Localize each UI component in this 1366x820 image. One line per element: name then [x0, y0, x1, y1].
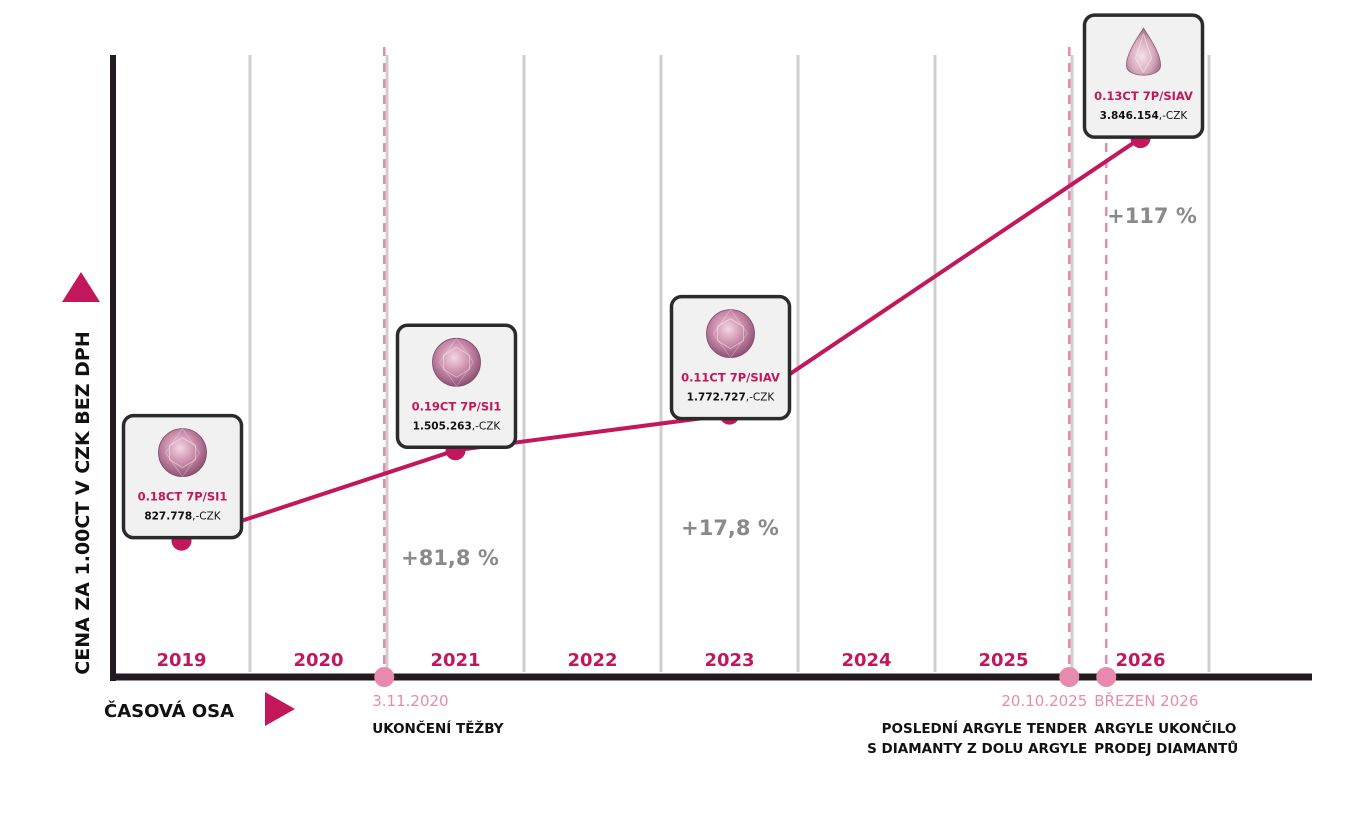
price-amount: 3.846.154: [1100, 110, 1159, 122]
pear-diamond-icon: [1126, 27, 1161, 76]
price-card: 0.13CT 7P/SIAV 3.846.154,-CZK: [1082, 13, 1205, 139]
year-label: 2026: [1115, 650, 1165, 671]
event-description: POSLEDNÍ ARGYLE TENDER: [882, 720, 1088, 737]
price-card: 0.18CT 7P/SI1 827.778,-CZK: [121, 413, 244, 540]
card-grade: 0.18CT 7P/SI1: [138, 490, 228, 504]
year-label: 2025: [978, 650, 1028, 671]
price-currency: ,-CZK: [192, 511, 222, 523]
diamond-facet: [717, 318, 744, 350]
card-price: 3.846.154,-CZK: [1100, 110, 1189, 122]
price-card: 0.11CT 7P/SIAV 1.772.727,-CZK: [669, 294, 792, 421]
year-label: 2021: [430, 650, 480, 671]
year-label: 2024: [841, 650, 891, 671]
card-grade: 0.13CT 7P/SIAV: [1094, 89, 1193, 103]
card-frame: [1082, 13, 1205, 139]
event-date: BŘEZEN 2026: [1094, 691, 1198, 710]
year-label: 2019: [156, 650, 206, 671]
card-grade: 0.11CT 7P/SIAV: [681, 371, 780, 385]
percent-change-label: +81,8 %: [401, 546, 499, 570]
year-label: 2022: [567, 650, 617, 671]
round-diamond-icon: [432, 337, 481, 387]
diamond-facet: [713, 309, 748, 359]
event-description: PRODEJ DIAMANTŮ: [1094, 739, 1238, 757]
diamond-facet: [443, 346, 470, 378]
year-label: 2020: [293, 650, 343, 671]
event-description: UKONČENÍ TĚŽBY: [372, 719, 504, 737]
event-marker: [374, 667, 395, 687]
round-diamond-icon: [158, 428, 207, 478]
card-grade: 0.19CT 7P/SI1: [412, 399, 502, 413]
diamond-facet: [1135, 32, 1152, 73]
y-axis-arrow-icon: [62, 272, 100, 302]
event-description: ARGYLE UKONČILO: [1094, 719, 1236, 737]
price-currency: ,-CZK: [472, 420, 502, 432]
card-price: 827.778,-CZK: [144, 511, 221, 523]
y-axis-label: CENA ZA 1.00CT V CZK BEZ DPH: [72, 331, 94, 674]
grid-lines: [248, 55, 1211, 672]
event-marker: [1096, 667, 1117, 687]
price-amount: 1.505.263: [413, 420, 472, 432]
x-axis-arrow-icon: [265, 692, 295, 726]
event-marker: [1059, 667, 1080, 687]
x-axis-label: ČASOVÁ OSA: [104, 700, 234, 722]
price-amount: 1.772.727: [687, 392, 746, 404]
price-line: [180, 136, 1142, 543]
price-currency: ,-CZK: [746, 392, 776, 404]
card-price: 1.505.263,-CZK: [413, 420, 502, 432]
event-lines: [383, 47, 1108, 672]
card-price: 1.772.727,-CZK: [687, 392, 776, 404]
event-date: 3.11.2020: [372, 692, 448, 710]
percent-change-label: +117 %: [1107, 204, 1197, 228]
year-label: 2023: [704, 650, 754, 671]
price-amount: 827.778: [144, 511, 192, 523]
diamond-facet: [165, 428, 200, 478]
diamond-facet: [439, 337, 474, 387]
labels: 2019 2020 2021 2022 2023 2024 2025 2026 3.11.202…: [62, 204, 1238, 757]
round-diamond-icon: [706, 309, 755, 359]
price-card: 0.19CT 7P/SI1 1.505.263,-CZK: [395, 323, 518, 450]
diamond-facet: [169, 437, 196, 469]
event-description: S DIAMANTY Z DOLU ARGYLE: [867, 741, 1087, 757]
event-date: 20.10.2025: [1001, 692, 1087, 710]
percent-change-label: +17,8 %: [681, 516, 779, 540]
price-currency: ,-CZK: [1159, 110, 1189, 122]
axes: [110, 55, 1312, 687]
